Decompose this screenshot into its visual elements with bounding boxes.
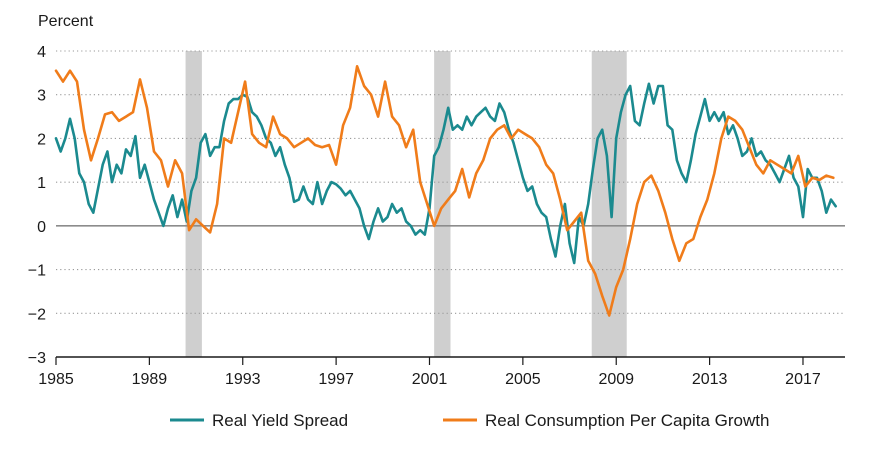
axes: −3 −2 −1 0 1 2 3 4 1985 1989 1993 1997 2001 2005 2009 2…: [28, 44, 845, 388]
recession-bands: [185, 51, 627, 357]
x-tick-label: 1989: [132, 371, 168, 388]
recession-band-3: [591, 51, 627, 357]
y-tick-label: 2: [37, 131, 46, 148]
y-tick-label: 1: [37, 175, 46, 192]
x-tick-label: 2001: [412, 371, 448, 388]
series-lines: [54, 65, 838, 317]
y-tick-label: 4: [37, 44, 46, 61]
recession-band-1: [185, 51, 202, 357]
x-tick-label: 1997: [318, 371, 354, 388]
y-tick-label: −2: [28, 306, 46, 323]
recession-band-2: [434, 51, 451, 357]
x-tick-label: 2009: [598, 371, 634, 388]
x-tick-label: 1993: [225, 371, 261, 388]
x-tick-label: 2005: [505, 371, 541, 388]
x-tick-label: 2013: [692, 371, 728, 388]
series-line-consumption: [54, 65, 835, 317]
y-tick-label: −3: [28, 350, 46, 367]
series-line-spread: [54, 82, 838, 265]
legend-label-spread: Real Yield Spread: [212, 411, 348, 430]
x-tick-label: 1985: [38, 371, 74, 388]
y-tick-label: 0: [37, 219, 46, 236]
x-tick-label: 2017: [785, 371, 821, 388]
y-tick-label: 3: [37, 88, 46, 105]
legend-label-consumption: Real Consumption Per Capita Growth: [485, 411, 769, 430]
legend: Real Yield Spread Real Consumption Per Ca…: [170, 411, 769, 430]
y-tick-label: −1: [28, 263, 46, 280]
y-axis-title: Percent: [38, 13, 94, 30]
